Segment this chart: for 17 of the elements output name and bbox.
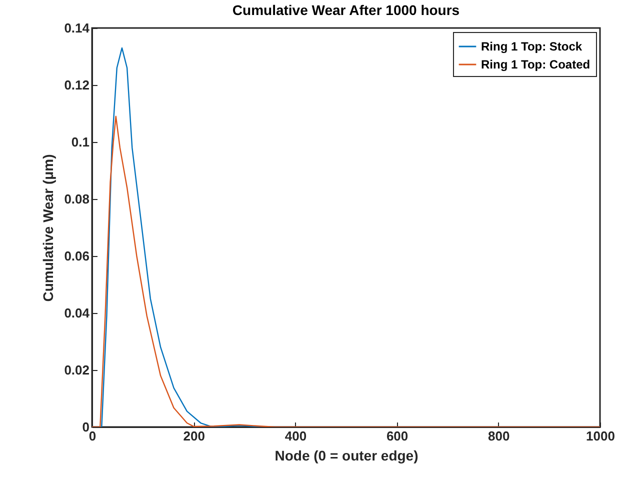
legend-label: Ring 1 Top: Coated (481, 58, 590, 72)
y-tick-label: 0.04 (64, 306, 90, 320)
y-tick-label: 0.08 (64, 192, 90, 206)
y-tick-label: 0.02 (64, 362, 90, 378)
y-tick-label: 0.12 (64, 78, 90, 92)
y-tick-label: 0.14 (64, 20, 90, 36)
legend-label: Ring 1 Top: Stock (481, 40, 582, 54)
x-tick-label: 1000 (586, 428, 615, 444)
y-tick-label: 0.1 (71, 134, 90, 150)
y-axis-title: Cumulative Wear (μm) (40, 154, 56, 302)
chart-title: Cumulative Wear After 1000 hours (232, 2, 460, 18)
x-tick-label: 400 (284, 428, 307, 444)
y-tick-label: 0.06 (64, 248, 90, 264)
x-axis-title: Node (0 = outer edge) (274, 448, 418, 464)
x-tick-label: 800 (488, 428, 510, 444)
x-tick-label: 200 (183, 428, 205, 444)
x-tick-label: 600 (386, 428, 408, 444)
